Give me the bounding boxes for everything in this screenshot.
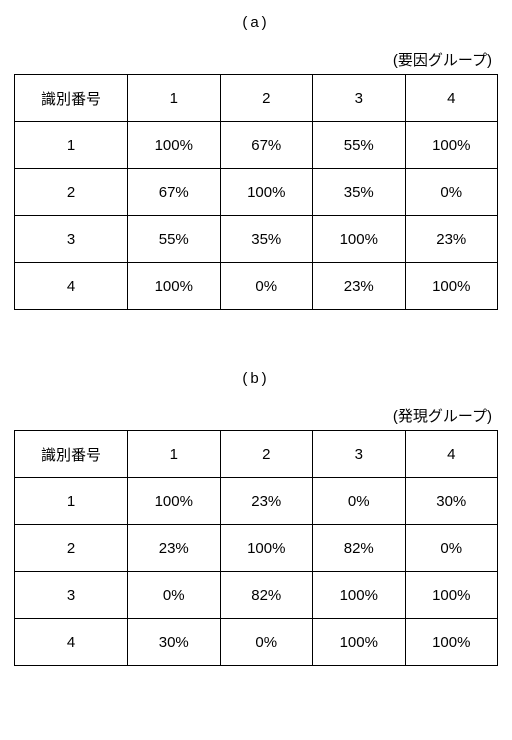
cell: 100% bbox=[220, 525, 313, 572]
cell: 35% bbox=[220, 216, 313, 263]
col-header: 3 bbox=[313, 75, 406, 122]
row-header-label: 識別番号 bbox=[15, 431, 128, 478]
cell: 100% bbox=[405, 572, 498, 619]
cell: 23% bbox=[220, 478, 313, 525]
cell: 100% bbox=[313, 619, 406, 666]
table-b-caption: (b) bbox=[14, 370, 498, 387]
cell: 23% bbox=[313, 263, 406, 310]
table-row: 4 30% 0% 100% 100% bbox=[15, 619, 498, 666]
table-a-subtitle: (要因グループ) bbox=[14, 49, 498, 70]
col-header: 4 bbox=[405, 431, 498, 478]
cell: 35% bbox=[313, 169, 406, 216]
cell: 55% bbox=[313, 122, 406, 169]
table-section-a: (a) (要因グループ) 識別番号 1 2 3 4 1 100% 67% 55%… bbox=[14, 14, 498, 310]
row-label: 2 bbox=[15, 169, 128, 216]
cell: 0% bbox=[405, 169, 498, 216]
table-section-b: (b) (発現グループ) 識別番号 1 2 3 4 1 100% 23% 0% … bbox=[14, 370, 498, 666]
cell: 100% bbox=[405, 619, 498, 666]
col-header: 2 bbox=[220, 75, 313, 122]
table-row: 1 100% 23% 0% 30% bbox=[15, 478, 498, 525]
cell: 67% bbox=[128, 169, 221, 216]
row-header-label: 識別番号 bbox=[15, 75, 128, 122]
table-row: 3 55% 35% 100% 23% bbox=[15, 216, 498, 263]
cell: 0% bbox=[313, 478, 406, 525]
cell: 0% bbox=[220, 263, 313, 310]
cell: 0% bbox=[405, 525, 498, 572]
table-row: 1 100% 67% 55% 100% bbox=[15, 122, 498, 169]
table-row: 2 67% 100% 35% 0% bbox=[15, 169, 498, 216]
table-b-subtitle: (発現グループ) bbox=[14, 405, 498, 426]
cell: 100% bbox=[405, 122, 498, 169]
col-header: 3 bbox=[313, 431, 406, 478]
cell: 30% bbox=[128, 619, 221, 666]
cell: 67% bbox=[220, 122, 313, 169]
row-label: 3 bbox=[15, 572, 128, 619]
cell: 0% bbox=[220, 619, 313, 666]
row-label: 4 bbox=[15, 619, 128, 666]
cell: 23% bbox=[405, 216, 498, 263]
cell: 100% bbox=[405, 263, 498, 310]
col-header: 1 bbox=[128, 75, 221, 122]
table-row: 3 0% 82% 100% 100% bbox=[15, 572, 498, 619]
table-a-caption: (a) bbox=[14, 14, 498, 31]
row-label: 3 bbox=[15, 216, 128, 263]
cell: 82% bbox=[220, 572, 313, 619]
cell: 30% bbox=[405, 478, 498, 525]
cell: 100% bbox=[313, 572, 406, 619]
table-a: 識別番号 1 2 3 4 1 100% 67% 55% 100% 2 67% 1… bbox=[14, 74, 498, 310]
cell: 55% bbox=[128, 216, 221, 263]
cell: 100% bbox=[313, 216, 406, 263]
col-header: 2 bbox=[220, 431, 313, 478]
table-header-row: 識別番号 1 2 3 4 bbox=[15, 75, 498, 122]
row-label: 1 bbox=[15, 478, 128, 525]
table-b: 識別番号 1 2 3 4 1 100% 23% 0% 30% 2 23% 100… bbox=[14, 430, 498, 666]
cell: 0% bbox=[128, 572, 221, 619]
cell: 82% bbox=[313, 525, 406, 572]
cell: 100% bbox=[128, 263, 221, 310]
table-row: 4 100% 0% 23% 100% bbox=[15, 263, 498, 310]
cell: 100% bbox=[220, 169, 313, 216]
col-header: 4 bbox=[405, 75, 498, 122]
row-label: 4 bbox=[15, 263, 128, 310]
row-label: 1 bbox=[15, 122, 128, 169]
row-label: 2 bbox=[15, 525, 128, 572]
col-header: 1 bbox=[128, 431, 221, 478]
cell: 23% bbox=[128, 525, 221, 572]
cell: 100% bbox=[128, 122, 221, 169]
cell: 100% bbox=[128, 478, 221, 525]
table-row: 2 23% 100% 82% 0% bbox=[15, 525, 498, 572]
table-header-row: 識別番号 1 2 3 4 bbox=[15, 431, 498, 478]
